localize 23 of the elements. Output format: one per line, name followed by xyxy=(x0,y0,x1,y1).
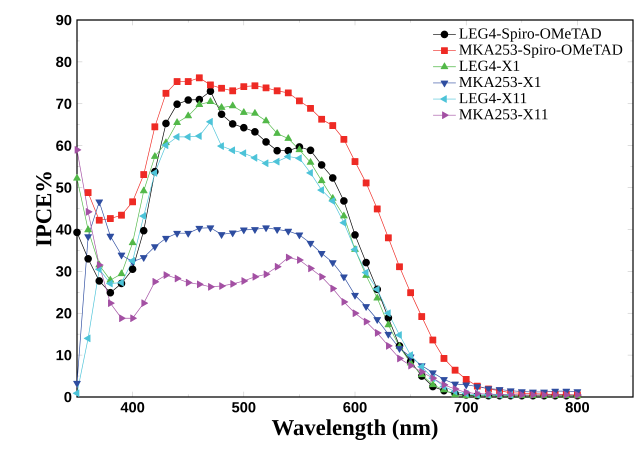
y-tick-label: 90 xyxy=(56,14,72,26)
y-tick-label: 10 xyxy=(56,350,72,360)
y-tick-label: 70 xyxy=(56,98,72,109)
y-tick-label: 30 xyxy=(56,266,72,277)
legend-label: MKA253-X11 xyxy=(459,109,548,120)
y-tick-label: 60 xyxy=(56,140,72,151)
legend-label: LEG4-X1 xyxy=(459,60,520,71)
y-axis-title: IPCE% xyxy=(36,172,52,246)
legend-label: LEG4-Spiro-OMeTAD xyxy=(459,28,601,42)
legend-label: MKA253-Spiro-OMeTAD xyxy=(459,44,622,58)
y-tick-label: 40 xyxy=(56,224,72,235)
x-tick-label: 800 xyxy=(566,402,590,412)
y-tick-label: 50 xyxy=(56,182,72,193)
y-tick-label: 80 xyxy=(56,56,72,68)
x-axis-title: Wavelength (nm) xyxy=(272,419,438,440)
x-tick-label: 500 xyxy=(232,402,256,412)
legend-label: MKA253-X1 xyxy=(459,76,541,88)
legend-label: LEG4-X11 xyxy=(459,92,526,104)
x-tick-label: 600 xyxy=(343,402,367,412)
x-tick-label: 700 xyxy=(454,402,478,412)
y-tick-label: 0 xyxy=(64,392,72,402)
x-tick-label: 400 xyxy=(120,402,144,412)
y-tick-label: 20 xyxy=(56,308,72,318)
